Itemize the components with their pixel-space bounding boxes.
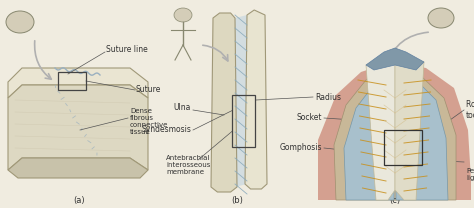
Polygon shape	[366, 55, 395, 200]
Text: Syndesmosis: Syndesmosis	[141, 125, 191, 135]
Polygon shape	[334, 70, 398, 200]
Ellipse shape	[174, 8, 192, 22]
Polygon shape	[318, 62, 398, 200]
Polygon shape	[245, 10, 267, 189]
Polygon shape	[235, 15, 247, 187]
Polygon shape	[392, 70, 456, 200]
Polygon shape	[395, 55, 424, 200]
Bar	[58, 72, 86, 90]
Text: Dense
fibrous
connective
tissue: Dense fibrous connective tissue	[130, 108, 168, 135]
Text: Ulna: Ulna	[173, 104, 191, 113]
Text: Gomphosis: Gomphosis	[280, 144, 322, 152]
Text: Suture line: Suture line	[106, 46, 148, 54]
Polygon shape	[211, 13, 237, 192]
Text: (b): (b)	[231, 196, 243, 204]
Ellipse shape	[6, 11, 34, 33]
Bar	[384, 130, 422, 165]
Polygon shape	[396, 73, 448, 200]
Text: Radius: Radius	[315, 93, 341, 102]
Text: Suture: Suture	[136, 85, 161, 94]
Polygon shape	[8, 158, 148, 178]
Ellipse shape	[428, 8, 454, 28]
Polygon shape	[366, 48, 424, 70]
Text: (c): (c)	[390, 196, 401, 204]
Polygon shape	[8, 85, 148, 170]
Text: (a): (a)	[73, 196, 85, 204]
Text: Periodontal
ligament: Periodontal ligament	[466, 168, 474, 181]
Text: Antebrachial
interosseous
membrane: Antebrachial interosseous membrane	[166, 155, 210, 175]
Polygon shape	[344, 73, 394, 200]
Polygon shape	[8, 68, 148, 98]
Text: Root of
tooth: Root of tooth	[466, 100, 474, 120]
Bar	[232, 95, 255, 147]
Polygon shape	[392, 62, 471, 200]
Text: Socket: Socket	[297, 114, 322, 123]
